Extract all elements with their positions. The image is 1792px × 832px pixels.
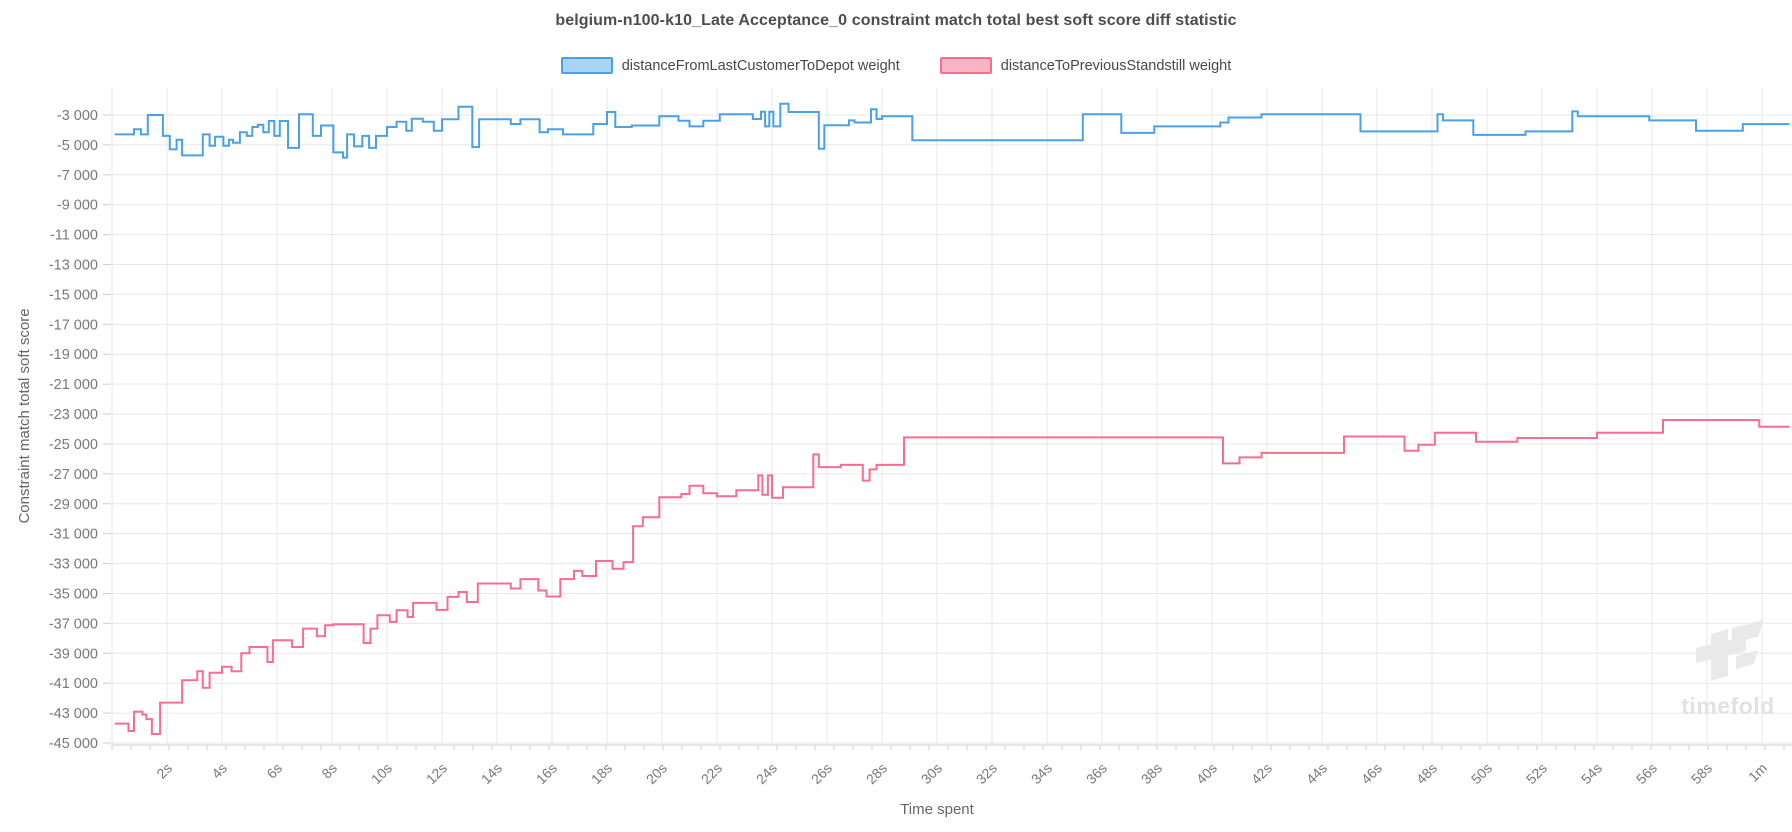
- x-tick-label: 32s: [973, 760, 1000, 787]
- y-tick-label: -27 000: [49, 467, 98, 483]
- y-tick-label: -35 000: [49, 586, 98, 602]
- x-axis-title: Time spent: [900, 801, 974, 818]
- x-tick-label: 42s: [1248, 760, 1275, 787]
- y-tick-label: -23 000: [49, 407, 98, 423]
- x-tick-label: 46s: [1358, 760, 1385, 787]
- x-tick-label: 44s: [1303, 760, 1330, 787]
- x-tick-label: 24s: [753, 760, 780, 787]
- x-tick-label: 2s: [153, 760, 175, 782]
- x-tick-label: 20s: [643, 760, 670, 787]
- legend: distanceFromLastCustomerToDepot weight d…: [0, 57, 1792, 74]
- x-tick-label: 56s: [1633, 760, 1660, 787]
- y-tick-label: -31 000: [49, 527, 98, 543]
- chart-title: belgium-n100-k10_Late Acceptance_0 const…: [555, 12, 1237, 29]
- y-tick-label: -9 000: [57, 198, 98, 214]
- x-tick-label: 22s: [698, 760, 725, 787]
- y-tick-label: -41 000: [49, 676, 98, 692]
- y-tick-label: -15 000: [49, 287, 98, 303]
- x-tick-label: 52s: [1523, 760, 1550, 787]
- legend-label: distanceToPreviousStandstill weight: [1000, 57, 1232, 74]
- x-tick-label: 40s: [1193, 760, 1220, 787]
- x-tick-label: 4s: [208, 760, 230, 782]
- x-tick-label: 10s: [368, 760, 395, 787]
- y-tick-label: -3 000: [57, 108, 98, 124]
- y-tick-label: -33 000: [49, 557, 98, 573]
- x-tick-label: 30s: [918, 760, 945, 787]
- y-tick-label: -21 000: [49, 377, 98, 393]
- x-tick-label: 16s: [533, 760, 560, 787]
- legend-label: distanceFromLastCustomerToDepot weight: [621, 57, 900, 74]
- x-tick-label: 1m: [1745, 760, 1770, 785]
- x-tick-label: 58s: [1688, 760, 1715, 787]
- legend-item-distanceToPreviousStandstill[interactable]: distanceToPreviousStandstill weight: [939, 57, 1232, 74]
- x-tick-label: 28s: [863, 760, 890, 787]
- x-tick-label: 26s: [808, 760, 835, 787]
- series-line-1: [114, 419, 1790, 735]
- x-tick-label: 6s: [263, 760, 285, 782]
- y-tick-label: -29 000: [49, 497, 98, 513]
- y-tick-label: -5 000: [57, 138, 98, 154]
- y-tick-label: -13 000: [49, 258, 98, 274]
- y-tick-label: -45 000: [49, 736, 98, 752]
- legend-item-distanceFromLastCustomerToDepot[interactable]: distanceFromLastCustomerToDepot weight: [560, 57, 900, 74]
- y-tick-label: -37 000: [49, 616, 98, 632]
- x-tick-label: 8s: [318, 760, 340, 782]
- x-tick-label: 12s: [423, 760, 450, 787]
- y-tick-label: -43 000: [49, 706, 98, 722]
- y-tick-label: -39 000: [49, 646, 98, 662]
- y-tick-label: -17 000: [49, 317, 98, 333]
- x-tick-label: 18s: [588, 760, 615, 787]
- x-tick-label: 48s: [1413, 760, 1440, 787]
- legend-swatch-pink-icon: [939, 57, 992, 74]
- x-tick-label: 38s: [1138, 760, 1165, 787]
- x-tick-label: 14s: [478, 760, 505, 787]
- x-tick-label: 50s: [1468, 760, 1495, 787]
- y-axis-title: Constraint match total soft score: [16, 308, 33, 524]
- x-tick-label: 54s: [1578, 760, 1605, 787]
- legend-swatch-blue-icon: [560, 57, 613, 74]
- y-tick-label: -19 000: [49, 347, 98, 363]
- y-tick-label: -11 000: [50, 228, 98, 244]
- y-tick-label: -7 000: [57, 168, 98, 184]
- x-tick-label: 36s: [1083, 760, 1110, 787]
- series-line-0: [114, 102, 1790, 159]
- x-tick-label: 34s: [1028, 760, 1055, 787]
- y-tick-label: -25 000: [49, 437, 98, 453]
